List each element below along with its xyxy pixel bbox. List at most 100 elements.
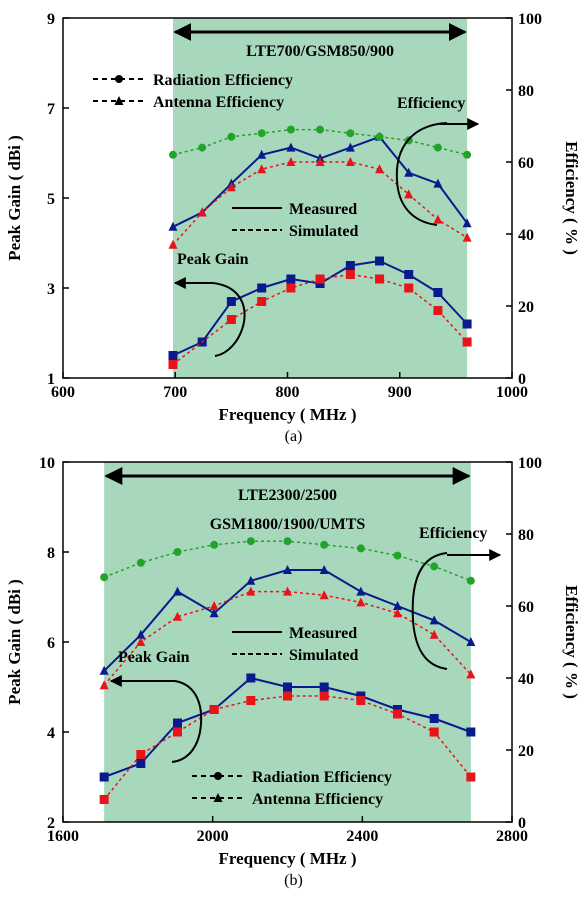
data-point — [286, 274, 296, 284]
data-point — [356, 597, 366, 607]
x-axis-title: Frequency ( MHz ) — [218, 849, 356, 868]
data-point — [356, 544, 365, 553]
y-tick-label: 9 — [47, 11, 55, 28]
band-region — [104, 462, 471, 822]
data-point — [345, 261, 355, 270]
y2-tick-label: 0 — [518, 815, 526, 832]
y2-tick-label: 100 — [518, 455, 542, 472]
data-point — [173, 548, 182, 556]
y-tick-label: 3 — [47, 281, 55, 298]
data-point — [283, 682, 292, 692]
data-point — [172, 718, 182, 728]
data-point — [286, 157, 296, 166]
efficiency-annotation: Efficiency — [397, 95, 465, 112]
y-axis-title: Peak Gain ( dBi ) — [5, 135, 24, 261]
y2-tick-label: 60 — [518, 155, 534, 172]
data-point — [246, 586, 256, 596]
data-point — [462, 319, 472, 329]
y-axis-title: Peak Gain ( dBi ) — [5, 579, 24, 705]
series-simulated-square — [99, 691, 476, 804]
data-point — [286, 142, 296, 152]
y2-axis-title: Efficiency ( % ) — [562, 141, 581, 255]
x-tick-label: 1600 — [47, 828, 79, 845]
legend-label: Antenna Efficiency — [252, 791, 383, 808]
efficiency-annotation: Efficiency — [419, 525, 487, 542]
legend-measured: Measured — [289, 625, 357, 642]
data-point — [257, 283, 267, 293]
data-point — [319, 565, 329, 574]
data-point — [227, 132, 236, 141]
data-point — [99, 772, 109, 782]
chart-caption: (a) — [285, 428, 303, 445]
x-tick-label: 2000 — [197, 828, 229, 845]
y2-tick-label: 100 — [518, 11, 542, 28]
data-point — [283, 586, 292, 596]
data-point — [433, 288, 443, 297]
peak-gain-bracket — [171, 680, 203, 763]
data-point — [172, 611, 182, 621]
series-simulated-square — [168, 270, 472, 369]
data-point — [356, 586, 366, 596]
data-point — [393, 608, 403, 618]
y-tick-label: 6 — [47, 635, 55, 652]
band-label: GSM1800/1900/UMTS — [210, 516, 366, 533]
data-point — [168, 221, 178, 231]
data-point — [429, 629, 439, 639]
data-point — [172, 586, 182, 596]
efficiency-bracket — [395, 122, 448, 226]
series-measured-triangle — [99, 565, 476, 675]
efficiency-bracket — [411, 552, 448, 670]
data-point — [345, 142, 355, 152]
data-point — [283, 537, 292, 546]
y2-tick-label: 60 — [518, 599, 534, 616]
data-point — [246, 673, 256, 683]
data-point — [463, 150, 472, 159]
data-point — [320, 540, 329, 549]
data-point — [466, 669, 476, 679]
data-point — [315, 274, 325, 284]
y2-tick-label: 80 — [518, 527, 534, 544]
data-point — [210, 540, 219, 549]
series-radiation-circle — [169, 125, 472, 159]
peak-gain-bracket — [212, 282, 246, 357]
data-point — [319, 691, 329, 701]
band-region — [173, 18, 468, 378]
x-axis-title: Frequency ( MHz ) — [218, 405, 356, 424]
legend-measured: Measured — [289, 201, 357, 218]
peak-gain-annotation: Peak Gain — [177, 251, 249, 268]
data-point — [466, 637, 476, 646]
data-point — [462, 337, 472, 347]
data-point — [136, 759, 146, 768]
y2-tick-label: 80 — [518, 83, 534, 100]
data-point — [433, 214, 443, 224]
data-point — [319, 590, 329, 600]
data-point — [286, 125, 295, 134]
legend-marker — [114, 96, 124, 105]
y2-tick-label: 40 — [518, 227, 534, 244]
data-point — [429, 727, 439, 737]
legend-label: Antenna Efficiency — [153, 94, 284, 111]
data-point — [466, 727, 476, 737]
y-tick-label: 2 — [47, 815, 55, 832]
data-point — [429, 714, 439, 723]
data-point — [198, 143, 207, 152]
legend-marker — [213, 793, 223, 802]
y-tick-label: 10 — [39, 455, 55, 472]
data-point — [257, 149, 267, 159]
data-point — [375, 164, 385, 174]
data-point — [433, 143, 442, 152]
data-point — [209, 601, 219, 610]
legend-label: Radiation Efficiency — [153, 72, 293, 89]
data-point — [404, 283, 414, 293]
data-point — [246, 696, 256, 705]
x-tick-label: 2800 — [496, 828, 528, 845]
data-point — [316, 125, 325, 134]
peak-gain-annotation: Peak Gain — [118, 649, 190, 666]
series-simulated-triangle — [99, 586, 476, 690]
data-point — [393, 551, 402, 560]
series-radiation-circle — [100, 537, 475, 585]
legend-marker — [214, 772, 222, 780]
data-point — [100, 573, 109, 582]
